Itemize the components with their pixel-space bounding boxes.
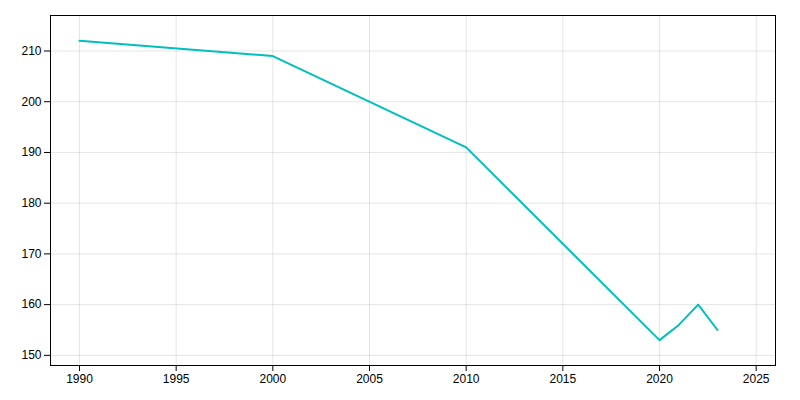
svg-text:2000: 2000: [259, 372, 286, 386]
svg-text:170: 170: [21, 247, 41, 261]
svg-text:2015: 2015: [549, 372, 576, 386]
svg-text:160: 160: [21, 297, 41, 311]
svg-text:180: 180: [21, 196, 41, 210]
svg-text:210: 210: [21, 44, 41, 58]
svg-text:2005: 2005: [356, 372, 383, 386]
svg-text:200: 200: [21, 95, 41, 109]
svg-text:2025: 2025: [743, 372, 770, 386]
svg-text:2020: 2020: [646, 372, 673, 386]
svg-text:1995: 1995: [163, 372, 190, 386]
svg-text:1990: 1990: [66, 372, 93, 386]
svg-text:190: 190: [21, 145, 41, 159]
svg-text:150: 150: [21, 348, 41, 362]
svg-text:2010: 2010: [453, 372, 480, 386]
